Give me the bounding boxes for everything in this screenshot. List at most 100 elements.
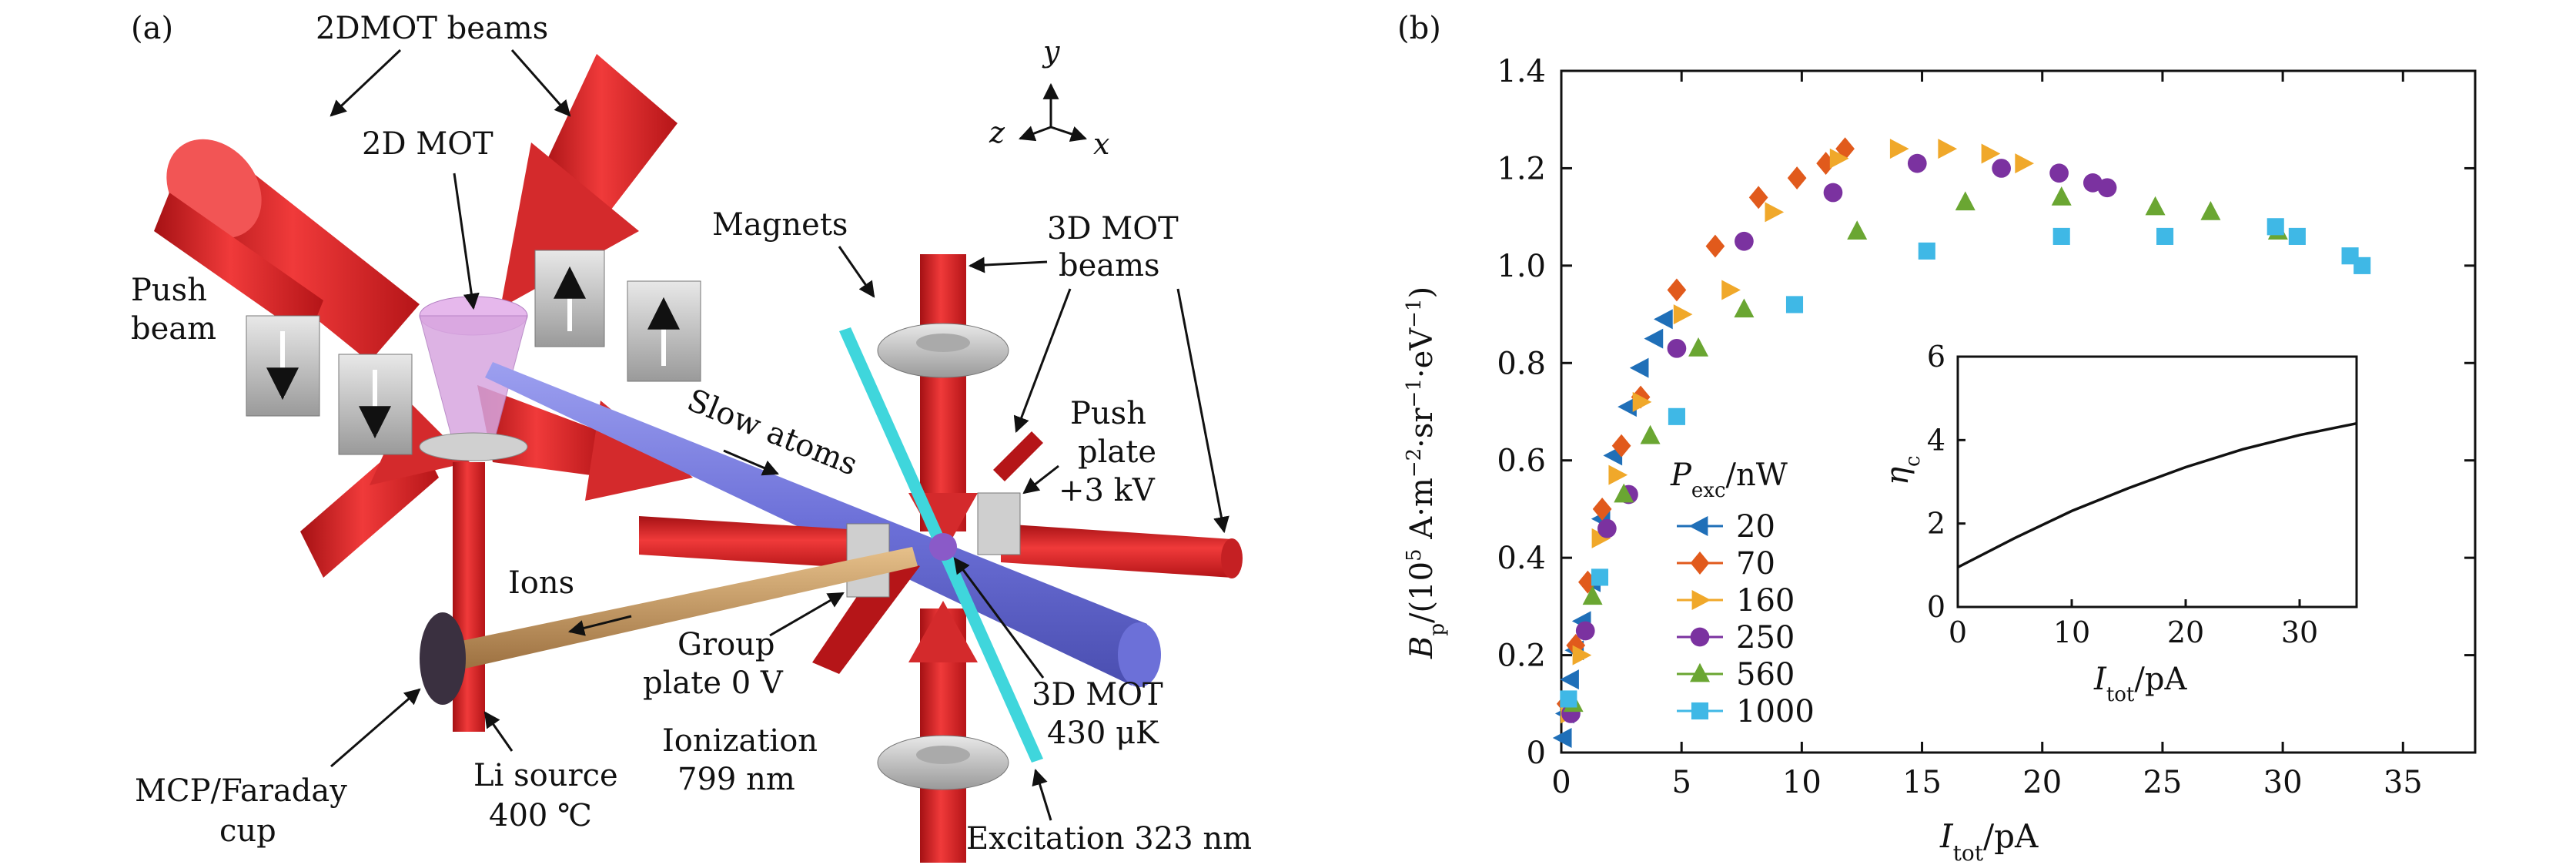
label-2d-mot: 2D MOT bbox=[362, 126, 493, 162]
label-push-plate-3: +3 kV bbox=[1059, 473, 1156, 508]
slow-atom-beam bbox=[485, 362, 1147, 686]
inset-x-tick-label: 30 bbox=[2281, 615, 2318, 649]
push-plate bbox=[977, 492, 1021, 555]
data-point bbox=[2156, 227, 2174, 245]
legend-marker bbox=[1688, 516, 1708, 536]
legend-label: 70 bbox=[1736, 546, 1775, 582]
panel-a-annotations: 2DMOT beams 2D MOT Push beam Magnets 3D … bbox=[131, 11, 1252, 857]
mot-2d-cone bbox=[419, 296, 528, 461]
x-tick-label: 0 bbox=[1551, 765, 1571, 800]
inset-y-tick-label: 4 bbox=[1927, 423, 1945, 457]
inset-x-tick-label: 20 bbox=[2167, 615, 2204, 649]
coil-top bbox=[877, 323, 1009, 378]
legend-marker bbox=[1690, 552, 1710, 575]
data-point bbox=[1582, 585, 1603, 605]
y-tick-label: 1.0 bbox=[1497, 249, 1546, 284]
data-point bbox=[1721, 280, 1741, 300]
data-point bbox=[1705, 234, 1725, 258]
label-li-source-1: Li source bbox=[473, 758, 618, 793]
legend-marker bbox=[1690, 662, 1710, 682]
legend-item-250: 250 bbox=[1677, 620, 1795, 655]
data-point bbox=[2145, 196, 2166, 216]
series-1000 bbox=[1560, 218, 2371, 708]
x-tick-label: 5 bbox=[1671, 765, 1691, 800]
coordinate-axes: y z x bbox=[989, 35, 1109, 161]
legend-label: 560 bbox=[1736, 657, 1795, 692]
data-point bbox=[1629, 357, 1649, 378]
data-point bbox=[1667, 278, 1687, 302]
inset-curve bbox=[1957, 421, 2357, 569]
data-point bbox=[1614, 483, 1634, 503]
beam-2dmot-lower-left bbox=[154, 193, 470, 578]
data-point bbox=[1597, 518, 1617, 538]
data-point bbox=[1575, 621, 1595, 641]
legend-marker bbox=[1691, 702, 1709, 720]
data-point bbox=[1785, 296, 1804, 313]
label-3dmot-beams-2: beams bbox=[1059, 248, 1160, 283]
label-mcp-1: MCP/Faraday bbox=[135, 773, 347, 809]
data-point bbox=[1992, 159, 2011, 178]
data-point bbox=[2083, 173, 2103, 193]
label-push-beam-1: Push bbox=[131, 273, 207, 308]
legend-marker bbox=[1690, 627, 1710, 647]
label-2dmot-beams: 2DMOT beams bbox=[316, 11, 548, 46]
inset-y-axis-label: ηc bbox=[1880, 455, 1925, 485]
data-point bbox=[1829, 148, 1849, 169]
y-tick-label: 0.6 bbox=[1497, 444, 1546, 479]
data-point bbox=[2267, 218, 2284, 236]
data-point bbox=[2049, 163, 2069, 183]
panel-a-label: (a) bbox=[131, 11, 173, 46]
main-series-group bbox=[1552, 137, 2371, 749]
inset-chart: 0 10 20 30 0 2 4 6 Itot/pA ηc bbox=[1880, 340, 2358, 706]
legend-item-160: 160 bbox=[1677, 583, 1795, 619]
data-point bbox=[1611, 434, 1631, 458]
label-ionization-1: Ionization bbox=[662, 723, 818, 759]
inset-y-tick-label: 6 bbox=[1927, 340, 1945, 374]
legend-label: 20 bbox=[1736, 509, 1775, 545]
data-point bbox=[1938, 139, 1958, 159]
inset-axis-ticks: 0 10 20 30 0 2 4 6 bbox=[1927, 340, 2318, 649]
data-point bbox=[1907, 153, 1927, 173]
y-tick-label: 0.2 bbox=[1497, 639, 1546, 674]
label-3dmot-beams-1: 3D MOT bbox=[1047, 211, 1179, 246]
legend-item-560: 560 bbox=[1677, 657, 1795, 692]
y-tick-label: 1.2 bbox=[1497, 151, 1546, 186]
data-point bbox=[1608, 464, 1628, 485]
data-point bbox=[1591, 528, 1611, 548]
data-point bbox=[1560, 669, 1579, 690]
axis-y-label: y bbox=[1042, 35, 1060, 69]
ion-tube bbox=[450, 547, 918, 670]
y-tick-label: 0.4 bbox=[1497, 541, 1546, 576]
magnet-top-1 bbox=[534, 250, 605, 347]
legend-marker bbox=[1691, 590, 1711, 610]
coil-bottom bbox=[877, 735, 1009, 790]
data-point bbox=[2200, 201, 2221, 220]
data-point bbox=[1735, 231, 1754, 251]
legend-item-1000: 1000 bbox=[1677, 694, 1815, 729]
mot-3d-cloud bbox=[929, 533, 957, 561]
magnet-left-1 bbox=[246, 315, 320, 417]
axis-x-label: x bbox=[1093, 127, 1109, 161]
data-point bbox=[1823, 183, 1843, 203]
inset-frame bbox=[1956, 355, 2358, 609]
label-group-plate-2: plate 0 V bbox=[643, 666, 784, 701]
label-3d-mot-1: 3D MOT bbox=[1032, 677, 1163, 712]
x-tick-label: 25 bbox=[2143, 765, 2182, 800]
ionization-beam bbox=[812, 555, 920, 674]
legend-item-70: 70 bbox=[1677, 546, 1775, 582]
mcp-faraday-cup bbox=[420, 612, 466, 705]
label-push-plate-2: plate bbox=[1078, 434, 1156, 470]
x-tick-label: 35 bbox=[2384, 765, 2423, 800]
data-point bbox=[2354, 256, 2371, 274]
axis-z-label: z bbox=[989, 116, 1005, 149]
plot-area-frame bbox=[1560, 69, 2477, 754]
x-tick-label: 30 bbox=[2263, 765, 2303, 800]
slow-atom-beam-end bbox=[1118, 622, 1161, 687]
data-point bbox=[1889, 139, 1909, 159]
data-point bbox=[1654, 309, 1673, 330]
data-point bbox=[2051, 186, 2072, 206]
